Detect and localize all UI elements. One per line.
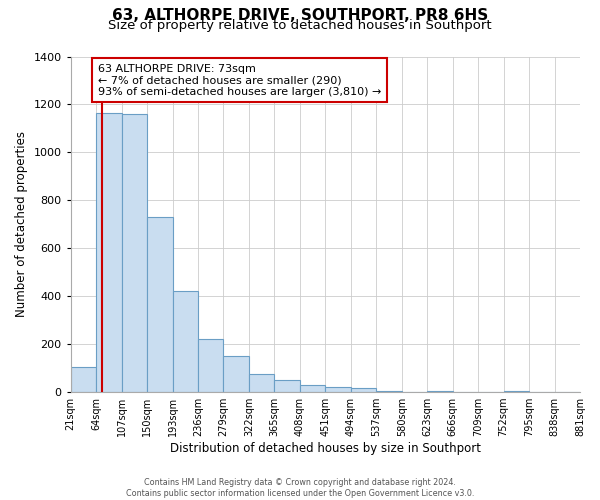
Bar xyxy=(223,356,249,392)
Bar xyxy=(376,391,402,392)
Bar xyxy=(351,388,376,392)
Bar xyxy=(249,374,274,392)
Bar xyxy=(300,385,325,392)
Text: 63 ALTHORPE DRIVE: 73sqm
← 7% of detached houses are smaller (290)
93% of semi-d: 63 ALTHORPE DRIVE: 73sqm ← 7% of detache… xyxy=(98,64,382,97)
Bar xyxy=(274,380,300,392)
Bar xyxy=(198,340,223,392)
Bar xyxy=(325,388,351,392)
Bar xyxy=(173,292,198,392)
Bar xyxy=(503,391,529,392)
Bar xyxy=(427,391,452,392)
Text: Size of property relative to detached houses in Southport: Size of property relative to detached ho… xyxy=(108,19,492,32)
Y-axis label: Number of detached properties: Number of detached properties xyxy=(15,132,28,318)
Bar xyxy=(122,114,147,392)
Bar xyxy=(147,217,173,392)
Bar xyxy=(96,113,122,392)
Text: Contains HM Land Registry data © Crown copyright and database right 2024.
Contai: Contains HM Land Registry data © Crown c… xyxy=(126,478,474,498)
X-axis label: Distribution of detached houses by size in Southport: Distribution of detached houses by size … xyxy=(170,442,481,455)
Bar xyxy=(71,367,96,392)
Text: 63, ALTHORPE DRIVE, SOUTHPORT, PR8 6HS: 63, ALTHORPE DRIVE, SOUTHPORT, PR8 6HS xyxy=(112,8,488,22)
